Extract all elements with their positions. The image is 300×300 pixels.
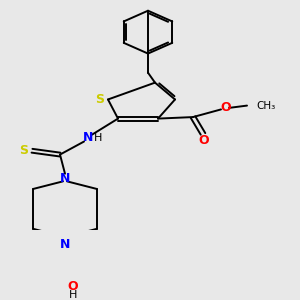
- Text: H: H: [94, 134, 102, 143]
- Text: H: H: [68, 290, 77, 300]
- Text: S: S: [95, 93, 104, 106]
- Text: N: N: [60, 238, 70, 250]
- Text: O: O: [68, 280, 78, 293]
- Text: CH₃: CH₃: [256, 100, 275, 111]
- Text: N: N: [60, 172, 70, 185]
- Text: S: S: [20, 144, 28, 157]
- Text: N: N: [83, 131, 93, 144]
- Text: O: O: [221, 101, 231, 114]
- Text: O: O: [199, 134, 209, 147]
